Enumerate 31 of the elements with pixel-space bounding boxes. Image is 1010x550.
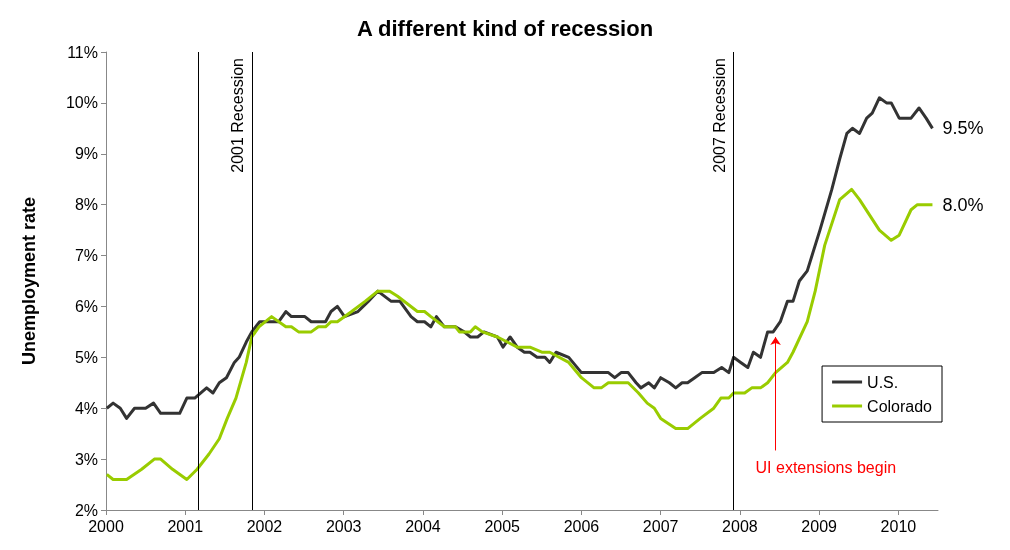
x-tick-label: 2007 [642, 517, 679, 535]
data-label: 9.5% [942, 118, 984, 139]
legend-label: Colorado [867, 397, 933, 415]
y-tick-label: 8% [74, 196, 98, 214]
x-tick-label: 2008 [722, 517, 758, 535]
y-tick-label: 6% [74, 297, 98, 315]
x-tick-label: 2005 [484, 517, 521, 535]
y-tick-label: 7% [74, 247, 98, 265]
legend-label: U.S. [867, 373, 899, 391]
annotation: UI extensions begin [755, 458, 897, 476]
x-tick-label: 2003 [325, 517, 362, 535]
x-tick-label: 2006 [563, 517, 600, 535]
ref-line-label: 2007 Recession [711, 58, 729, 173]
y-tick-label: 5% [74, 348, 98, 366]
x-tick-label: 2009 [801, 517, 838, 535]
x-tick-label: 2010 [880, 517, 917, 535]
y-axis-title: Unemployment rate [19, 196, 39, 366]
y-tick-label: 2% [74, 501, 98, 519]
x-tick-label: 2004 [405, 517, 441, 535]
ref-line-label: 2001 Recession [229, 58, 247, 173]
x-tick-label: 2000 [88, 517, 124, 535]
line-series [105, 187, 934, 481]
data-label: 8.0% [942, 194, 984, 215]
x-tick-label: 2001 [167, 517, 204, 535]
y-tick-label: 3% [74, 450, 98, 468]
y-tick-label: 11% [67, 43, 98, 61]
y-tick-label: 10% [65, 94, 98, 112]
x-tick-label: 2002 [246, 517, 283, 535]
y-tick-label: 9% [74, 145, 98, 163]
chart-title: A different kind of recession [356, 15, 654, 41]
y-tick-label: 4% [74, 399, 98, 417]
